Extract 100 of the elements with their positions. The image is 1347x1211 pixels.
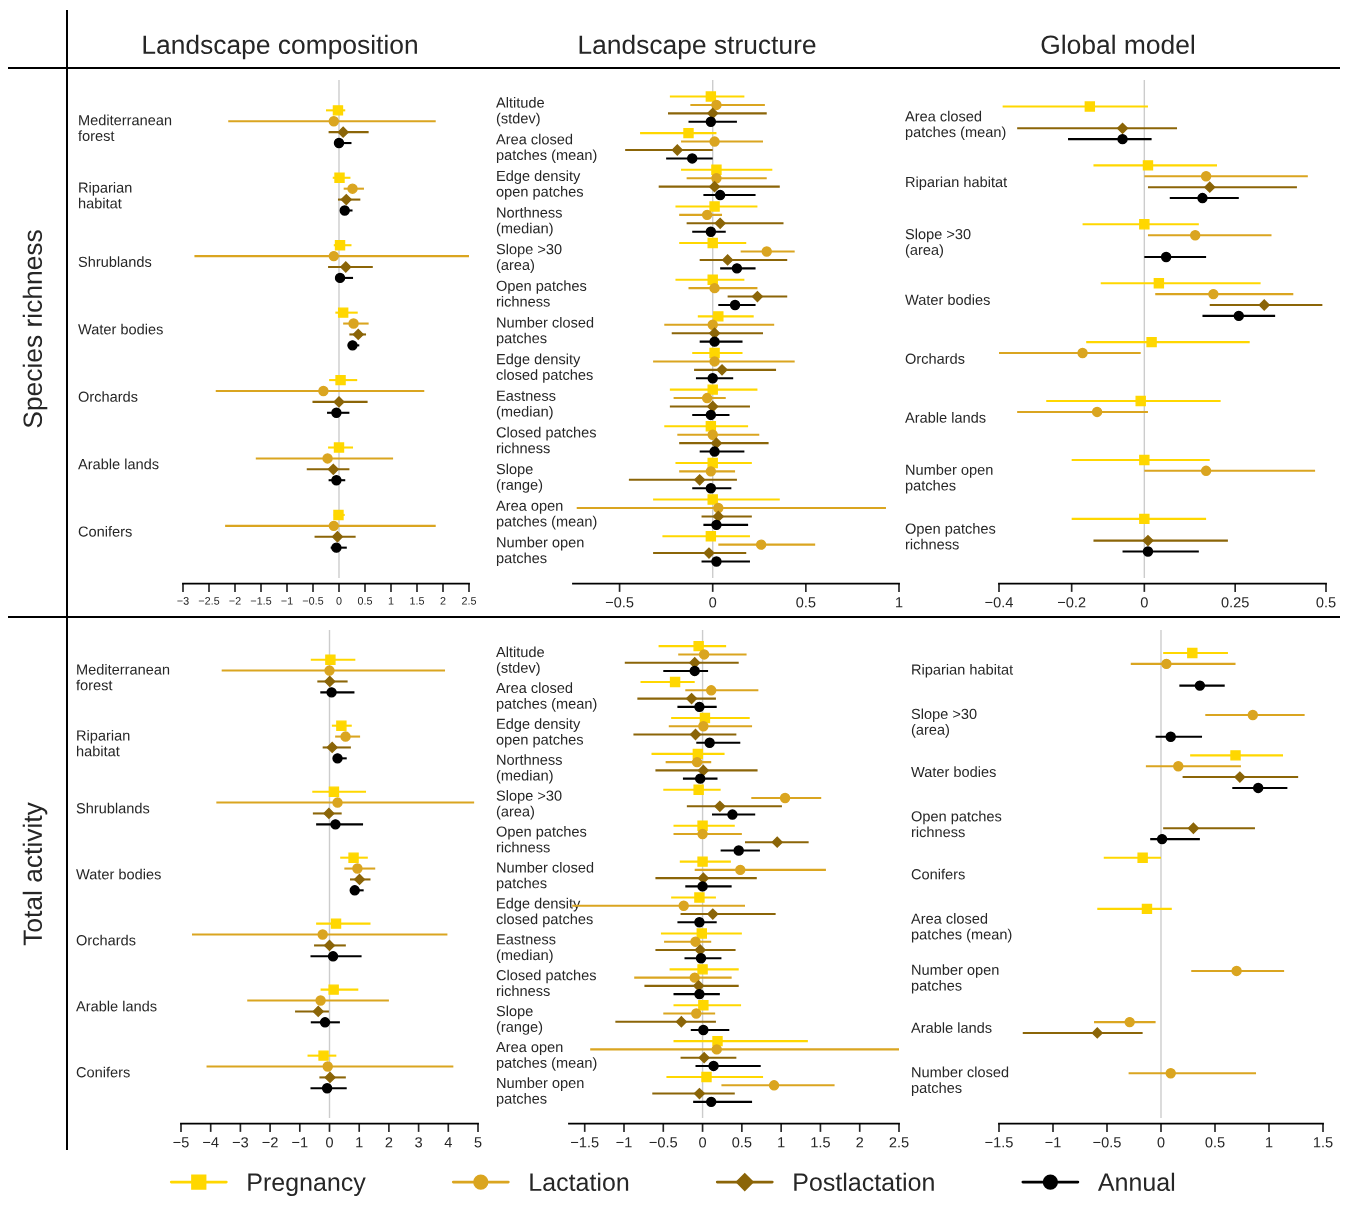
x-tick-label: −0.2 [1057,597,1086,608]
x-tick-label: 0.5 [1205,1137,1225,1148]
y-tick-label: Conifers [76,1066,130,1078]
x-tick-label: 4 [444,1137,452,1148]
x-tick-label: 1 [388,597,394,605]
y-tick-label: Riparian habitat [912,664,1014,678]
x-tick-label: 0 [336,597,342,605]
x-tick-label: 0 [1140,597,1148,608]
y-tick-label: Water bodies [78,323,163,335]
x-tick-label: −0.4 [985,597,1013,608]
y-tick-label: Number open patches [911,964,999,994]
y-tick-label: Eastness (median) [496,934,556,964]
legend-label: Postlactation [794,1172,934,1192]
y-tick-label: Altitude (stdev) [496,646,544,676]
x-tick-label: 0 [326,1137,333,1148]
y-tick-label: Northness (median) [496,206,562,237]
y-tick-label: Eastness (median) [496,390,556,420]
x-tick-label: 3 [415,1137,423,1148]
x-tick-label: −1 [292,1137,308,1148]
x-tick-label: −0.5 [649,1137,678,1148]
x-tick-label: 2 [856,1137,864,1148]
x-tick-label: 0 [709,597,717,608]
y-tick-label: Area closed patches (mean) [496,682,597,712]
x-tick-label: −2.5 [198,597,220,605]
x-tick-label: −2 [229,597,241,605]
chart-title: Global model [1041,34,1194,55]
y-tick-label: Area open patches (mean) [496,500,597,530]
chart-title: Landscape structure [579,34,816,60]
x-tick-label: −0.5 [1093,1137,1121,1148]
y-tick-label: Slope (range) [496,463,543,493]
y-tick-label: Mediterranean forest [76,663,170,691]
x-tick-label: −1 [616,1137,632,1148]
y-tick-label: Area closed patches (mean) [911,913,1012,943]
y-tick-label: Altitude (stdev) [496,97,544,127]
x-tick-label: −1.5 [250,597,272,605]
y-tick-label: Open patches richness [905,523,996,550]
y-tick-label: Shrublands [76,802,150,814]
x-tick-label: 2.5 [889,1137,909,1148]
y-tick-label: Orchards [78,391,138,402]
x-tick-label: 2 [385,1137,393,1148]
y-tick-label: Slope >30 (area) [905,228,971,258]
x-tick-label: 1.5 [1313,1137,1333,1148]
y-tick-label: Conifers [78,526,132,537]
y-tick-label: Shrublands [78,256,152,267]
y-tick-label: Arable lands [905,412,986,423]
x-tick-label: −1.5 [985,1137,1013,1148]
x-tick-label: 0.25 [1221,597,1249,608]
y-tick-label: Edge density closed patches [496,353,593,383]
x-tick-label: 5 [474,1137,482,1148]
y-tick-label: Number closed patches [496,316,594,347]
legend-label: Annual [1097,1172,1175,1192]
x-tick-label: −2 [262,1137,278,1148]
y-axis-title: Species richness [22,230,48,428]
y-tick-label: Open patches richness [911,810,1002,838]
y-tick-label: Arable lands [911,1022,992,1033]
y-tick-label: Edge density closed patches [496,897,593,928]
y-tick-label: Slope (range) [496,1005,543,1035]
y-tick-label: Number open patches [905,464,993,494]
y-tick-label: Arable lands [76,1000,157,1012]
x-tick-label: 0.5 [732,1137,752,1148]
y-tick-label: Mediterranean forest [78,114,172,142]
y-tick-label: Slope >30 (area) [496,790,562,820]
x-tick-label: 1 [896,597,903,608]
chart-title: Landscape composition [143,34,417,60]
legend-label: Pregnancy [248,1173,366,1196]
x-tick-label: −5 [173,1137,189,1148]
y-tick-label: Closed patches richness [496,969,596,997]
y-tick-label: Orchards [76,934,136,946]
x-tick-label: 1.5 [811,1137,830,1148]
x-tick-label: −0.5 [605,597,634,608]
y-tick-label: Northness (median) [496,754,562,784]
y-tick-label: Slope >30 (area) [911,708,977,738]
x-tick-label: 0 [1157,1137,1165,1148]
y-tick-label: Water bodies [911,766,996,778]
x-tick-label: −0.5 [302,597,324,605]
y-tick-label: Closed patches richness [496,426,596,454]
x-tick-label: 1.5 [410,597,425,605]
y-tick-label: Area closed patches (mean) [496,133,597,163]
x-tick-label: −3 [177,597,189,605]
y-axis-title: Total activity [22,802,48,946]
legend-label: Lactation [530,1172,629,1192]
y-tick-label: Open patches richness [496,280,587,307]
y-tick-label: Conifers [911,868,965,880]
y-tick-label: Slope >30 (area) [496,243,562,273]
y-tick-label: Area closed patches (mean) [905,110,1006,141]
y-tick-label: Area open patches (mean) [496,1042,597,1071]
x-tick-label: 0.5 [796,597,816,608]
y-tick-label: Riparian habitat [906,176,1008,191]
y-tick-label: Number open patches [496,1077,584,1107]
y-tick-label: Riparian habitat [77,729,130,757]
y-tick-label: Number closed patches [911,1066,1009,1096]
x-tick-label: 2 [440,597,446,605]
x-tick-label: 1 [356,1137,363,1148]
x-tick-label: −4 [203,1137,219,1148]
x-tick-label: 0.5 [357,597,373,605]
y-tick-label: Orchards [905,353,965,364]
x-tick-label: −1.5 [571,1137,599,1148]
y-tick-label: Edge density open patches [496,170,584,200]
x-tick-label: 1 [1266,1137,1273,1148]
x-tick-label: 1 [778,1137,785,1148]
